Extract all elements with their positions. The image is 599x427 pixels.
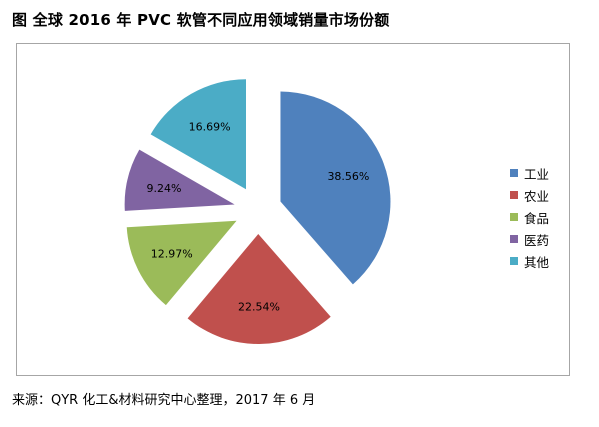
legend-swatch: [510, 191, 518, 199]
pie-slice-4: [124, 149, 235, 211]
slice-data-label: 22.54%: [238, 301, 280, 314]
legend-label: 农业: [524, 188, 550, 204]
legend-item: 农业: [510, 184, 549, 206]
slice-data-label: 12.97%: [151, 247, 193, 260]
chart-legend: 工业农业食品医药其他: [510, 162, 549, 272]
legend-swatch: [510, 235, 518, 243]
legend-label: 食品: [524, 210, 550, 226]
source-note: 来源：QYR 化工&材料研究中心整理，2017 年 6 月: [12, 393, 316, 408]
legend-item: 其他: [510, 250, 549, 272]
pie-slice-3: [126, 220, 237, 306]
slice-data-label: 38.56%: [327, 170, 369, 183]
legend-label: 工业: [524, 166, 550, 182]
pie-slice-2: [187, 233, 331, 344]
legend-item: 工业: [510, 162, 549, 184]
legend-item: 医药: [510, 228, 549, 250]
legend-swatch: [510, 169, 518, 177]
legend-swatch: [510, 213, 518, 221]
legend-label: 其他: [524, 254, 550, 270]
pie-slice-5: [150, 79, 246, 190]
legend-swatch: [510, 257, 518, 265]
pie-slice-1: [280, 91, 391, 285]
chart-title: 图 全球 2016 年 PVC 软管不同应用领域销量市场份额: [12, 11, 390, 29]
legend-item: 食品: [510, 206, 549, 228]
legend-label: 医药: [524, 232, 550, 248]
slice-data-label: 9.24%: [147, 182, 182, 195]
slice-data-label: 16.69%: [189, 120, 231, 133]
